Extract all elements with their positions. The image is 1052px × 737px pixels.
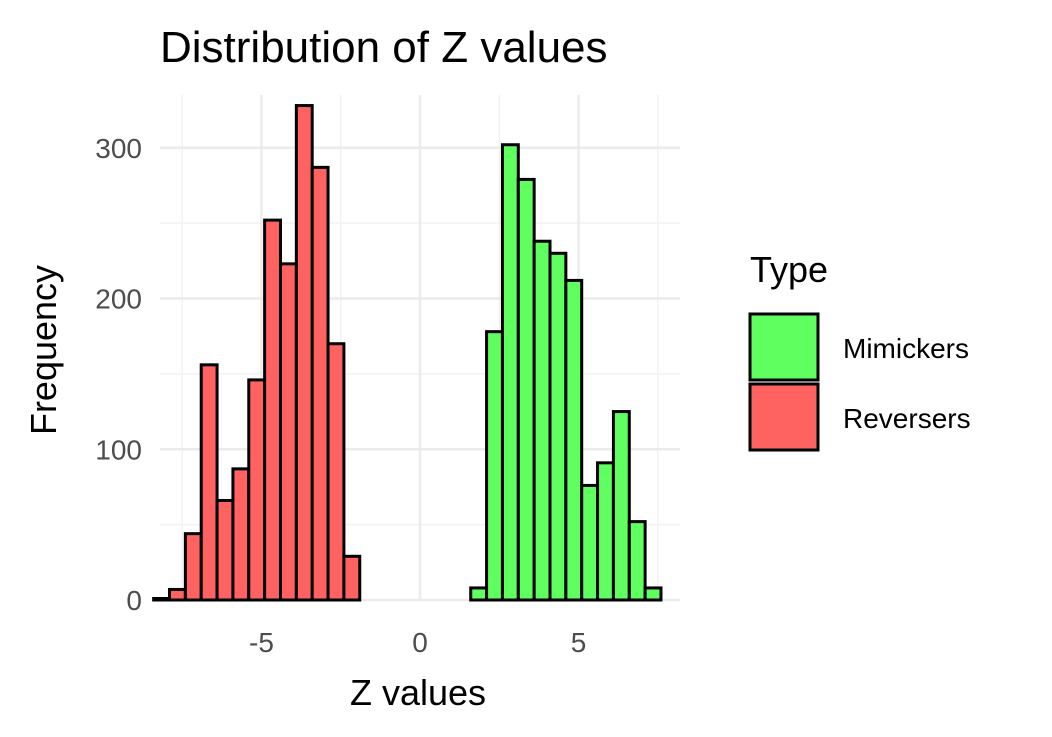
bar-reversers <box>168 587 187 602</box>
bar-reversers <box>278 262 298 602</box>
chart-title: Distribution of Z values <box>160 23 608 72</box>
bar-mimickers <box>516 177 536 602</box>
bar-reversers <box>215 499 235 602</box>
bars <box>152 104 663 602</box>
y-tick-label: 100 <box>95 434 142 465</box>
x-tick-label: 0 <box>412 627 428 658</box>
bar-mimickers <box>500 143 520 602</box>
bar-reversers <box>199 363 219 602</box>
bar-reversers <box>152 596 172 602</box>
legend-label-reversers: Reversers <box>843 403 971 434</box>
bar-reversers <box>263 218 282 602</box>
bar-reversers <box>231 467 251 602</box>
x-tick-label: 5 <box>571 627 587 658</box>
bar-mimickers <box>611 410 631 602</box>
legend-key-mimickers <box>748 312 820 382</box>
bar-mimickers <box>643 586 663 602</box>
bar-mimickers <box>580 483 600 602</box>
bar-reversers <box>326 342 346 602</box>
y-tick-label: 200 <box>95 284 142 315</box>
bar-mimickers <box>564 278 584 602</box>
bar-reversers <box>247 378 267 602</box>
legend-key-reversers <box>748 382 820 452</box>
y-tick-label: 300 <box>95 133 142 164</box>
bar-mimickers <box>596 461 615 602</box>
bar-mimickers <box>627 520 647 602</box>
bar-reversers <box>294 104 314 602</box>
legend: Type Mimickers Reversers <box>748 249 971 452</box>
bar-reversers <box>183 532 203 602</box>
y-tick-label: 0 <box>126 585 142 616</box>
x-tick-label: -5 <box>249 627 274 658</box>
y-axis-title: Frequency <box>23 265 64 435</box>
x-axis-title: Z values <box>350 672 486 713</box>
bar-mimickers <box>469 586 489 602</box>
bar-mimickers <box>532 239 552 602</box>
bar-mimickers <box>485 330 504 602</box>
legend-title: Type <box>750 249 828 290</box>
bar-reversers <box>310 165 330 602</box>
bar-reversers <box>342 554 362 602</box>
legend-label-mimickers: Mimickers <box>843 333 969 364</box>
bar-mimickers <box>548 251 568 602</box>
